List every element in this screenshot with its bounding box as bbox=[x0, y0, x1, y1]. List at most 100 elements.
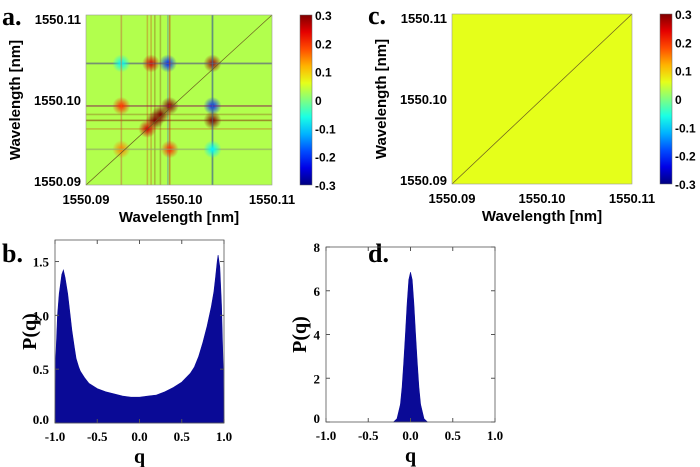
feature-row-streak bbox=[86, 62, 272, 65]
feature-row-streak bbox=[86, 62, 272, 65]
panel-label: a. bbox=[2, 2, 22, 31]
colorbar bbox=[659, 13, 673, 185]
x-axis-label: q bbox=[405, 445, 416, 467]
feature-row-streak bbox=[86, 119, 272, 122]
x-tick-label: 0.0 bbox=[402, 428, 418, 443]
feature-col-streak bbox=[211, 15, 214, 185]
x-tick-label: 1550.11 bbox=[609, 191, 655, 206]
colorbar-tick-label: 0.1 bbox=[315, 66, 332, 80]
x-tick-label: 1.0 bbox=[487, 428, 503, 443]
colorbar-tick-label: -0.1 bbox=[315, 122, 336, 136]
heatmap-feature bbox=[112, 54, 131, 73]
feature-row-streak bbox=[86, 105, 272, 107]
y-axis-label: Wavelength [nm] bbox=[7, 40, 24, 160]
feature-col-streak bbox=[120, 15, 123, 185]
y-axis-label: P(q) bbox=[19, 313, 41, 350]
heatmap-feature bbox=[203, 111, 222, 130]
x-axis-label: Wavelength [nm] bbox=[119, 209, 239, 226]
colorbar-tick-label: 0.2 bbox=[315, 37, 332, 51]
y-tick-label: 1550.11 bbox=[35, 12, 81, 27]
feature-row-streak bbox=[86, 113, 272, 116]
feature-row-streak bbox=[86, 148, 272, 151]
heatmap-feature bbox=[158, 54, 177, 73]
y-tick-label: 0.0 bbox=[33, 412, 49, 427]
x-tick-label: 1550.10 bbox=[519, 191, 566, 206]
colorbar-tick-label: 0 bbox=[315, 94, 322, 108]
heatmap-feature bbox=[112, 96, 131, 115]
x-tick-label: 1550.10 bbox=[156, 192, 203, 207]
y-tick-label: 6 bbox=[314, 284, 321, 299]
x-axis-label: Wavelength [nm] bbox=[482, 208, 602, 225]
y-tick-label: 1550.09 bbox=[400, 173, 447, 188]
heatmap-feature bbox=[203, 140, 222, 159]
y-tick-label: 1550.09 bbox=[34, 174, 81, 189]
x-tick-label: -0.5 bbox=[358, 428, 379, 443]
x-tick-label: 1550.09 bbox=[63, 192, 110, 207]
x-tick-label: 0.0 bbox=[131, 429, 147, 444]
feature-col-streak bbox=[150, 15, 152, 185]
y-axis-label: Wavelength [nm] bbox=[373, 39, 390, 159]
feature-row-streak bbox=[86, 62, 272, 65]
x-tick-label: 1550.11 bbox=[249, 192, 295, 207]
y-tick-label: 4 bbox=[314, 328, 321, 343]
colorbar-tick-label: 0.1 bbox=[675, 65, 692, 79]
feature-row-streak bbox=[86, 105, 272, 107]
heatmap-feature bbox=[142, 54, 161, 73]
feature-col-streak bbox=[159, 15, 162, 185]
panel-label: c. bbox=[368, 1, 386, 30]
feature-col-streak bbox=[211, 15, 214, 185]
colorbar-tick-label: -0.2 bbox=[315, 151, 336, 165]
heatmap-feature bbox=[160, 140, 179, 159]
panel-label: b. bbox=[2, 239, 23, 268]
colorbar-tick-label: -0.3 bbox=[315, 179, 336, 193]
y-tick-label: 1.5 bbox=[33, 255, 50, 270]
colorbar-tick-label: 0.2 bbox=[675, 36, 692, 50]
histogram-area bbox=[392, 272, 429, 423]
colorbar bbox=[299, 14, 313, 186]
feature-col-streak bbox=[154, 15, 156, 185]
colorbar-tick-label: 0.3 bbox=[675, 8, 692, 22]
y-axis-label: P(q) bbox=[289, 316, 311, 353]
histogram-area bbox=[54, 255, 225, 424]
diagonal-line bbox=[85, 14, 273, 186]
heatmap-feature bbox=[203, 96, 222, 115]
plot-frame bbox=[85, 14, 273, 186]
x-tick-label: -1.0 bbox=[316, 428, 337, 443]
x-axis-label: q bbox=[134, 446, 145, 467]
feature-col-streak bbox=[168, 15, 171, 185]
x-tick-label: -1.0 bbox=[45, 429, 66, 444]
y-tick-label: 0.5 bbox=[33, 362, 50, 377]
panel-label: d. bbox=[368, 239, 389, 268]
diagonal-line bbox=[451, 13, 633, 185]
y-tick-label: 1550.10 bbox=[400, 92, 447, 107]
plot-frame bbox=[451, 13, 633, 185]
feature-row-streak bbox=[86, 105, 272, 107]
colorbar-tick-label: -0.3 bbox=[675, 178, 696, 192]
feature-row-streak bbox=[86, 62, 272, 65]
y-tick-label: 1.0 bbox=[33, 308, 49, 323]
x-tick-label: 1550.09 bbox=[429, 191, 476, 206]
feature-col-streak bbox=[146, 15, 149, 185]
x-tick-label: 0.5 bbox=[174, 429, 191, 444]
x-tick-label: 0.5 bbox=[445, 428, 462, 443]
colorbar-tick-label: 0 bbox=[675, 93, 682, 107]
y-tick-label: 8 bbox=[314, 240, 321, 255]
heatmap-feature bbox=[203, 54, 222, 73]
y-tick-label: 1550.11 bbox=[401, 11, 447, 26]
feature-row-streak bbox=[86, 119, 272, 122]
y-tick-label: 0 bbox=[314, 411, 321, 426]
y-tick-label: 1550.10 bbox=[34, 93, 81, 108]
feature-row-streak bbox=[86, 128, 272, 130]
x-tick-label: -0.5 bbox=[87, 429, 108, 444]
heatmap-feature bbox=[112, 140, 131, 159]
colorbar-tick-label: -0.2 bbox=[675, 150, 696, 164]
colorbar-tick-label: 0.3 bbox=[315, 9, 332, 23]
x-tick-label: 1.0 bbox=[216, 429, 232, 444]
y-tick-label: 2 bbox=[314, 371, 321, 386]
colorbar-tick-label: -0.1 bbox=[675, 121, 696, 135]
heatmap-features bbox=[86, 15, 272, 185]
feature-row-streak bbox=[86, 148, 272, 151]
feature-row-streak bbox=[86, 148, 272, 151]
